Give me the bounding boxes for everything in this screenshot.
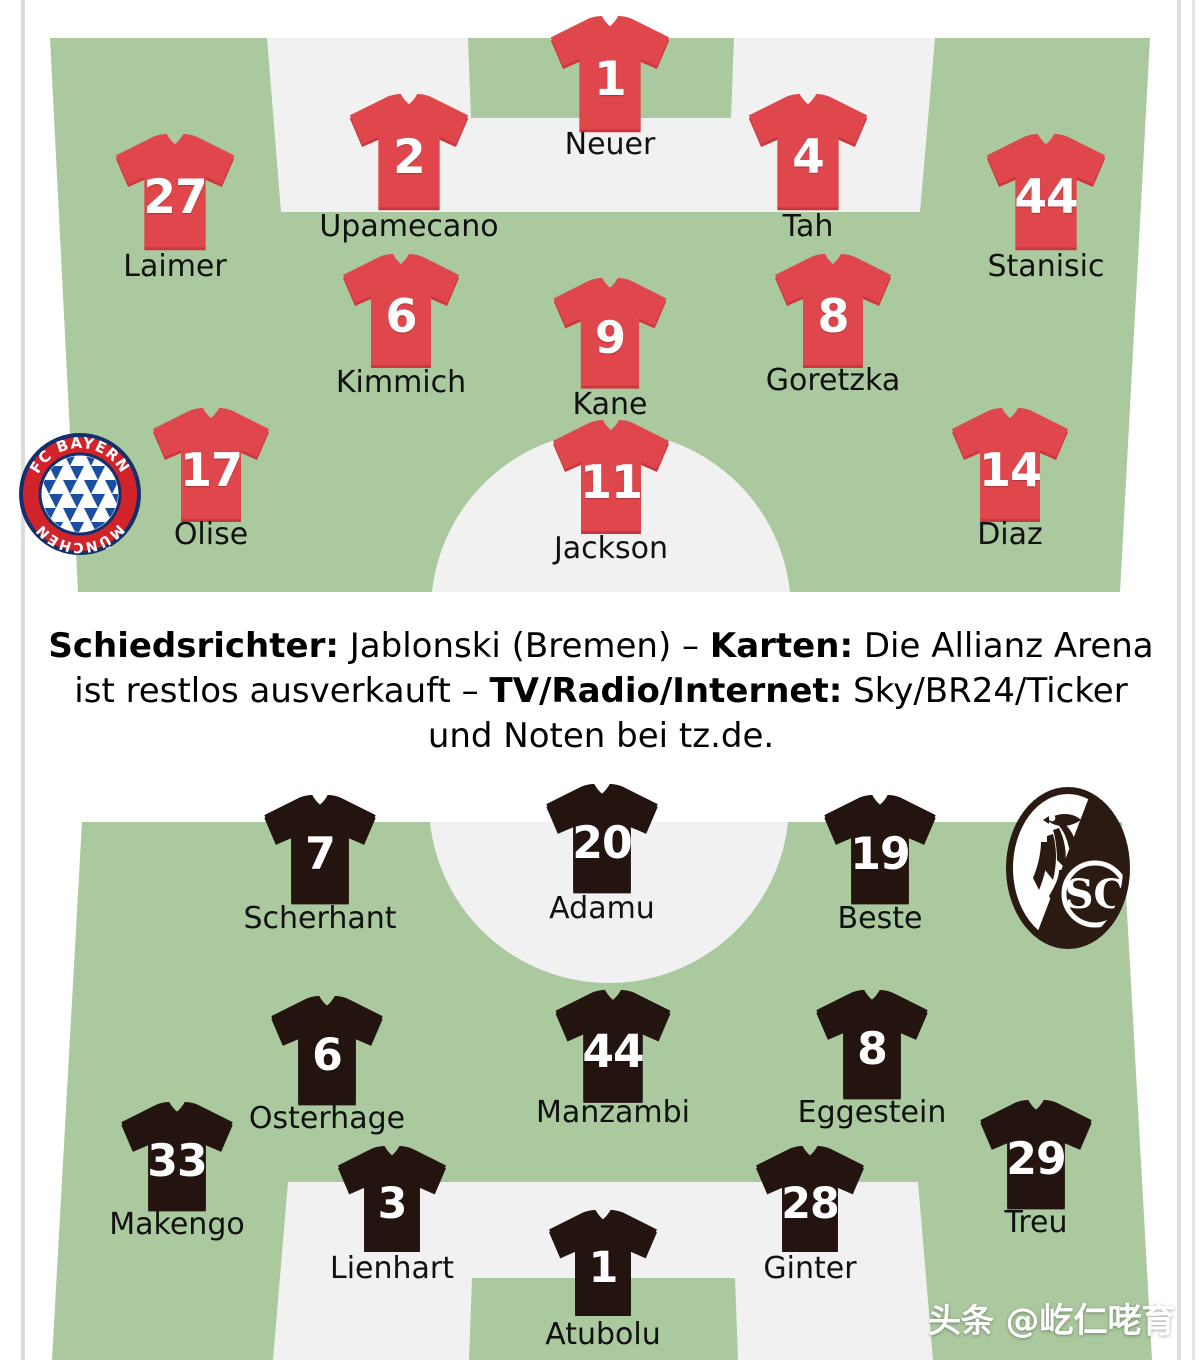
jersey-icon: 19 bbox=[820, 795, 939, 908]
jersey-icon: 17 bbox=[149, 408, 273, 526]
player-name: Atubolu bbox=[545, 1317, 661, 1352]
left-edge-rule bbox=[21, 0, 25, 1360]
player-name: Beste bbox=[837, 901, 923, 936]
jersey-icon: 27 bbox=[112, 134, 238, 254]
jersey-icon: 8 bbox=[771, 254, 895, 372]
jersey-icon: 7 bbox=[260, 795, 379, 908]
sc-freiburg-crest: SC bbox=[1003, 784, 1133, 952]
player-name: Adamu bbox=[549, 891, 655, 926]
player-name: Jackson bbox=[553, 531, 669, 566]
jersey-icon: 29 bbox=[976, 1100, 1095, 1213]
jersey-icon: 20 bbox=[542, 784, 661, 897]
tickets-label: Karten: bbox=[709, 626, 854, 666]
jersey-icon: 44 bbox=[983, 134, 1109, 254]
right-edge-rule bbox=[1177, 0, 1181, 1360]
player-name: Ginter bbox=[763, 1251, 857, 1286]
broadcast-value-space bbox=[842, 671, 853, 711]
player-name: Tah bbox=[782, 209, 834, 244]
player-name: Makengo bbox=[109, 1207, 245, 1242]
jersey-icon: 11 bbox=[549, 420, 673, 538]
player-name: Kimmich bbox=[335, 365, 467, 400]
player-name: Goretzka bbox=[765, 363, 901, 398]
player-name: Treu bbox=[1004, 1205, 1068, 1240]
referee-label: Schiedsrichter: bbox=[48, 626, 339, 666]
jersey-icon: 28 bbox=[752, 1146, 867, 1256]
player-name: Manzambi bbox=[535, 1095, 691, 1130]
player-name: Laimer bbox=[123, 249, 227, 284]
tickets-value-space bbox=[853, 626, 864, 666]
jersey-icon: 2 bbox=[346, 94, 472, 214]
jersey-icon: 8 bbox=[812, 990, 931, 1103]
player-name: Scherhant bbox=[243, 901, 397, 936]
referee-value: Jablonski (Bremen) bbox=[349, 626, 672, 666]
referee-value-space bbox=[339, 626, 350, 666]
jersey-icon: 1 bbox=[547, 16, 673, 136]
jersey-icon: 14 bbox=[948, 408, 1072, 526]
jersey-icon: 1 bbox=[545, 1210, 660, 1320]
broadcast-value: Sky/BR24/Ticker und Noten bei tz.de. bbox=[427, 671, 1128, 757]
watermark-prefix: 头条 bbox=[928, 1301, 994, 1340]
jersey-icon: 4 bbox=[745, 94, 871, 214]
player-name: Kane bbox=[572, 387, 648, 422]
info-separator-2: – bbox=[450, 671, 490, 712]
match-info-text: Schiedsrichter: Jablonski (Bremen) – Kar… bbox=[45, 624, 1157, 760]
right-edge-rule-outer bbox=[1192, 0, 1195, 1360]
player-name: Diaz bbox=[977, 517, 1043, 552]
jersey-icon: 6 bbox=[267, 996, 386, 1109]
player-name: Olise bbox=[173, 517, 249, 552]
jersey-icon: 3 bbox=[334, 1146, 449, 1256]
player-name: Osterhage bbox=[248, 1101, 406, 1136]
player-name: Upamecano bbox=[319, 209, 499, 244]
player-name: Neuer bbox=[564, 127, 656, 162]
watermark: 头条 @屹仁咾育 bbox=[928, 1293, 1176, 1342]
info-separator-1: – bbox=[671, 626, 710, 666]
jersey-icon: 33 bbox=[117, 1102, 236, 1215]
tickets-value: Die Allianz Arena ist restlos ausverkauf… bbox=[74, 626, 1154, 712]
broadcast-label: TV/Radio/Internet: bbox=[489, 671, 843, 712]
goal-area-away bbox=[469, 1278, 738, 1360]
jersey-icon: 9 bbox=[550, 278, 670, 392]
jersey-icon: 44 bbox=[552, 990, 675, 1107]
player-name: Lienhart bbox=[329, 1251, 455, 1286]
watermark-handle: @屹仁咾育 bbox=[1005, 1301, 1176, 1341]
center-circle-away bbox=[430, 822, 788, 984]
fc-bayern-munchen-crest: FC BAYERN MÜNCHEN bbox=[18, 432, 142, 556]
away-pitch bbox=[52, 822, 1152, 1360]
jersey-icon: 6 bbox=[339, 254, 463, 372]
player-name: Eggestein bbox=[797, 1095, 947, 1130]
player-name: Stanisic bbox=[987, 249, 1105, 284]
